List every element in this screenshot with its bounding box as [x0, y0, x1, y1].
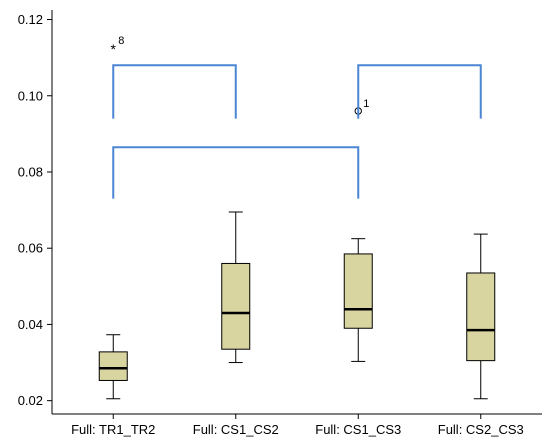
y-tick-label: 0.06 [18, 241, 43, 256]
y-tick-label: 0.04 [18, 317, 43, 332]
x-tick-label: Full: CS1_CS2 [193, 422, 279, 437]
x-tick-label: Full: CS1_CS3 [315, 422, 401, 437]
comparison-bracket [112, 146, 360, 199]
box-series [98, 211, 496, 400]
outliers: * 8 1 [111, 35, 369, 115]
outlier: * 8 [111, 35, 125, 57]
outlier-star-marker: * [111, 41, 117, 57]
box-1 [98, 334, 128, 400]
comparison-brackets [112, 64, 482, 199]
outlier-label: 1 [363, 98, 369, 110]
y-tick-label: 0.02 [18, 393, 43, 408]
comparison-bracket [112, 64, 237, 119]
x-tick-label: Full: TR1_TR2 [71, 422, 155, 437]
iqr-box [98, 351, 128, 381]
comparison-bracket [357, 64, 482, 119]
x-axis-ticks: Full: TR1_TR2 Full: CS1_CS2 Full: CS1_CS3 F… [71, 414, 524, 437]
box-3 [343, 238, 373, 362]
y-axis-ticks: 0.02 0.04 0.06 0.08 0.10 0.12 [18, 12, 52, 408]
iqr-box [221, 262, 251, 350]
y-tick-label: 0.08 [18, 164, 43, 179]
box-4 [466, 233, 496, 400]
axes [51, 10, 542, 415]
y-tick-label: 0.10 [18, 88, 43, 103]
box-2 [221, 211, 251, 364]
outlier-label: 8 [118, 35, 124, 47]
x-tick-label: Full: CS2_CS3 [438, 422, 524, 437]
iqr-box [466, 272, 496, 362]
outlier: 1 [354, 98, 369, 115]
y-tick-label: 0.12 [18, 12, 43, 27]
iqr-box [343, 253, 373, 329]
